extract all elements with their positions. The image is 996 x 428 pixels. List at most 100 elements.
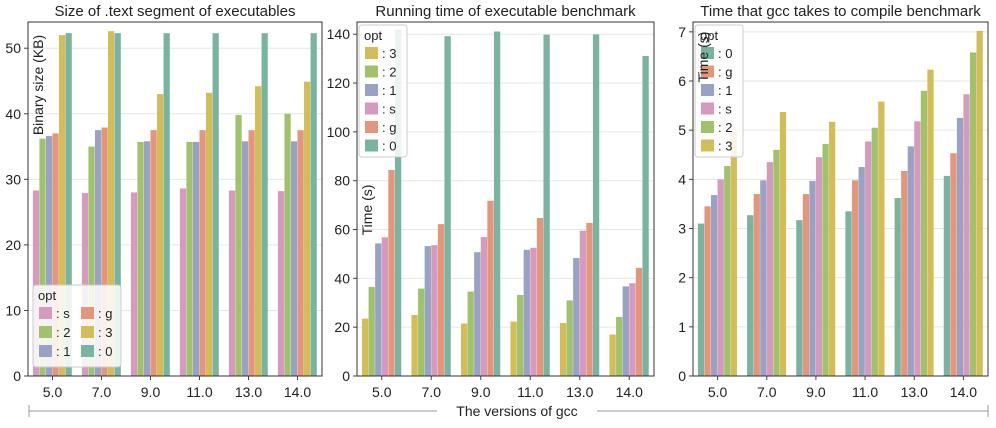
bar-1-5-0 xyxy=(711,195,718,376)
bar-1-14-0 xyxy=(622,286,629,376)
bar-0-14-0 xyxy=(943,175,951,376)
legend-label: : g xyxy=(718,65,732,80)
y-tick-label: 140 xyxy=(327,26,351,42)
bar-2-9-0 xyxy=(822,143,829,376)
bar-1-9-0 xyxy=(474,252,481,376)
bar-s-14-0 xyxy=(277,191,285,376)
bar-g-13-0 xyxy=(248,130,255,376)
bar-g-9-0 xyxy=(487,200,494,376)
bar-2-9-0 xyxy=(467,291,474,376)
axes-frame xyxy=(27,21,323,377)
y-tick-label: 10 xyxy=(5,302,21,318)
legend-swatch xyxy=(365,102,378,115)
bar-s-11-0 xyxy=(179,188,187,376)
bar-3-7-0 xyxy=(411,314,418,376)
bar-2-11-0 xyxy=(517,294,524,376)
bar-s-14-0 xyxy=(963,94,970,377)
y-tick-label: 50 xyxy=(5,40,21,56)
bar-2-13-0 xyxy=(235,115,242,376)
bar-0-7-0 xyxy=(114,33,121,376)
bar-0-11-0 xyxy=(543,34,550,376)
bar-g-11-0 xyxy=(536,218,544,376)
bar-s-5-0 xyxy=(381,237,389,376)
chart-1: 0 10 20 30 40 50 5.0 7.0 9.0 11.0 13.0 14.0 Size of … xyxy=(5,3,323,400)
bar-3-7-0 xyxy=(108,31,115,377)
bar-3-9-0 xyxy=(157,94,164,377)
bar-g-14-0 xyxy=(297,130,304,376)
x-tick-label: 7.0 xyxy=(422,384,442,400)
bar-0-9-0 xyxy=(163,33,170,376)
bar-3-14-0 xyxy=(976,30,983,376)
y-tick-label: 0 xyxy=(342,368,350,384)
bar-0-11-0 xyxy=(845,211,852,376)
shared-xlabel: The versions of gcc xyxy=(456,403,577,419)
y-tick-label: 6 xyxy=(678,73,686,89)
bar-s-9-0 xyxy=(815,157,823,376)
chart-3: 0 1 2 3 4 5 6 7 5.0 7.0 9.0 11.0 13.0 14.0 Time that g… xyxy=(678,3,989,400)
legend-title: opt xyxy=(700,28,718,43)
y-tick-label: 5 xyxy=(678,122,686,138)
chart-title: Running time of executable benchmark xyxy=(375,3,636,20)
bar-1-9-0 xyxy=(809,180,816,376)
bar-1-5-0 xyxy=(45,136,53,376)
bar-s-13-0 xyxy=(228,190,236,376)
bar-g-14-0 xyxy=(635,267,643,376)
bar-1-13-0 xyxy=(907,146,914,376)
legend-label: : 3 xyxy=(718,139,732,154)
bar-2-14-0 xyxy=(616,316,623,376)
x-tick-label: 11.0 xyxy=(852,384,878,400)
x-tick-label: 5.0 xyxy=(708,384,728,400)
bar-g-7-0 xyxy=(753,194,760,376)
chart-title: Size of .text segment of executables xyxy=(55,3,296,20)
legend-swatch xyxy=(701,65,714,78)
y-tick-label: 40 xyxy=(334,270,350,286)
bar-s-13-0 xyxy=(579,230,587,376)
y-tick-label: 1 xyxy=(678,319,686,335)
bar-0-13-0 xyxy=(894,198,901,376)
bar-g-13-0 xyxy=(586,222,593,376)
bar-1-7-0 xyxy=(424,246,431,376)
bar-3-5-0 xyxy=(730,131,737,376)
x-tick-label: 13.0 xyxy=(235,384,262,400)
bar-3-7-0 xyxy=(779,111,787,376)
bar-3-14-0 xyxy=(304,81,311,376)
chart-title: Time that gcc takes to compile benchmark xyxy=(700,3,981,20)
bar-1-5-0 xyxy=(375,243,382,376)
y-axis-label: Time (s) xyxy=(695,32,711,83)
y-tick-label: 40 xyxy=(5,106,21,122)
bar-3-14-0 xyxy=(609,334,616,376)
bar-3-13-0 xyxy=(559,323,567,376)
bar-s-11-0 xyxy=(865,141,872,376)
legend: opt: 3: 2: 1: s: g: 0 xyxy=(358,24,408,158)
legend-label: : 2 xyxy=(718,120,732,135)
bar-2-5-0 xyxy=(724,166,731,376)
x-tick-label: 9.0 xyxy=(806,384,826,400)
legend-label: : s xyxy=(718,102,732,117)
x-tick-label: 7.0 xyxy=(757,384,777,400)
bar-0-5-0 xyxy=(697,223,705,376)
bar-s-7-0 xyxy=(766,162,774,377)
bar-2-9-0 xyxy=(137,141,144,376)
legend-swatch xyxy=(81,307,94,319)
x-tick-label: 9.0 xyxy=(141,384,161,400)
bar-s-11-0 xyxy=(530,247,537,376)
bar-g-9-0 xyxy=(802,194,810,376)
legend-swatch xyxy=(701,121,714,133)
bar-1-9-0 xyxy=(143,141,151,376)
x-tick-label: 13.0 xyxy=(566,384,593,400)
bar-2-13-0 xyxy=(566,300,573,376)
legend-swatch xyxy=(81,326,94,338)
bar-1-11-0 xyxy=(858,167,865,376)
legend-swatch xyxy=(39,345,52,357)
y-tick-label: 100 xyxy=(327,124,351,140)
x-tick-label: 14.0 xyxy=(616,384,643,400)
bar-0-13-0 xyxy=(261,33,268,376)
bar-0-14-0 xyxy=(310,33,317,376)
y-tick-label: 0 xyxy=(678,368,686,384)
bar-1-11-0 xyxy=(192,141,200,376)
bar-2-5-0 xyxy=(39,138,46,376)
legend-label: : 2 xyxy=(382,65,396,80)
y-tick-label: 60 xyxy=(334,222,350,238)
